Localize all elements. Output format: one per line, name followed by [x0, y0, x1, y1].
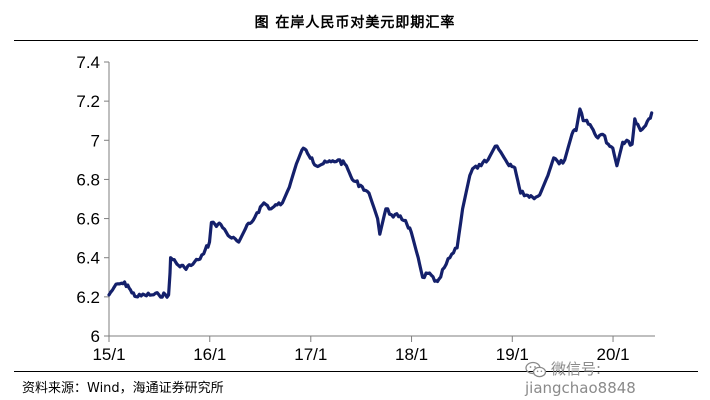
y-tick-label: 7.2 — [76, 92, 100, 111]
y-tick-label: 6.2 — [76, 288, 100, 307]
x-tick-label: 20/1 — [596, 345, 629, 364]
y-axis-ticks: 6 6.2 6.4 6.6 6.8 7 7.2 7.4 — [76, 53, 109, 346]
y-tick-label: 6.8 — [76, 170, 100, 189]
watermark-text: 微信号: jiangchao8848 — [525, 360, 636, 397]
source-note: 资料来源：Wind，海通证券研究所 — [22, 381, 224, 396]
series-line — [107, 107, 654, 299]
chart-title: 图 在岸人民币对美元即期汇率 — [254, 15, 456, 31]
bottom-divider — [14, 371, 698, 372]
chart-axes — [108, 62, 655, 337]
y-tick-label: 6.4 — [76, 249, 100, 268]
x-tick-label: 16/1 — [193, 345, 226, 364]
y-tick-label: 7 — [91, 131, 100, 150]
wechat-icon — [525, 361, 547, 379]
x-tick-label: 15/1 — [92, 345, 125, 364]
x-tick-label: 17/1 — [294, 345, 327, 364]
x-axis-ticks: 15/1 16/1 17/1 18/1 19/1 20/1 — [92, 336, 630, 364]
y-tick-label: 6 — [91, 327, 100, 346]
y-tick-label: 6.6 — [76, 210, 100, 229]
top-divider — [14, 40, 698, 41]
y-tick-label: 7.4 — [76, 53, 100, 72]
x-tick-label: 18/1 — [395, 345, 428, 364]
x-tick-label: 19/1 — [496, 345, 529, 364]
watermark: 微信号: jiangchao8848 — [525, 358, 710, 397]
